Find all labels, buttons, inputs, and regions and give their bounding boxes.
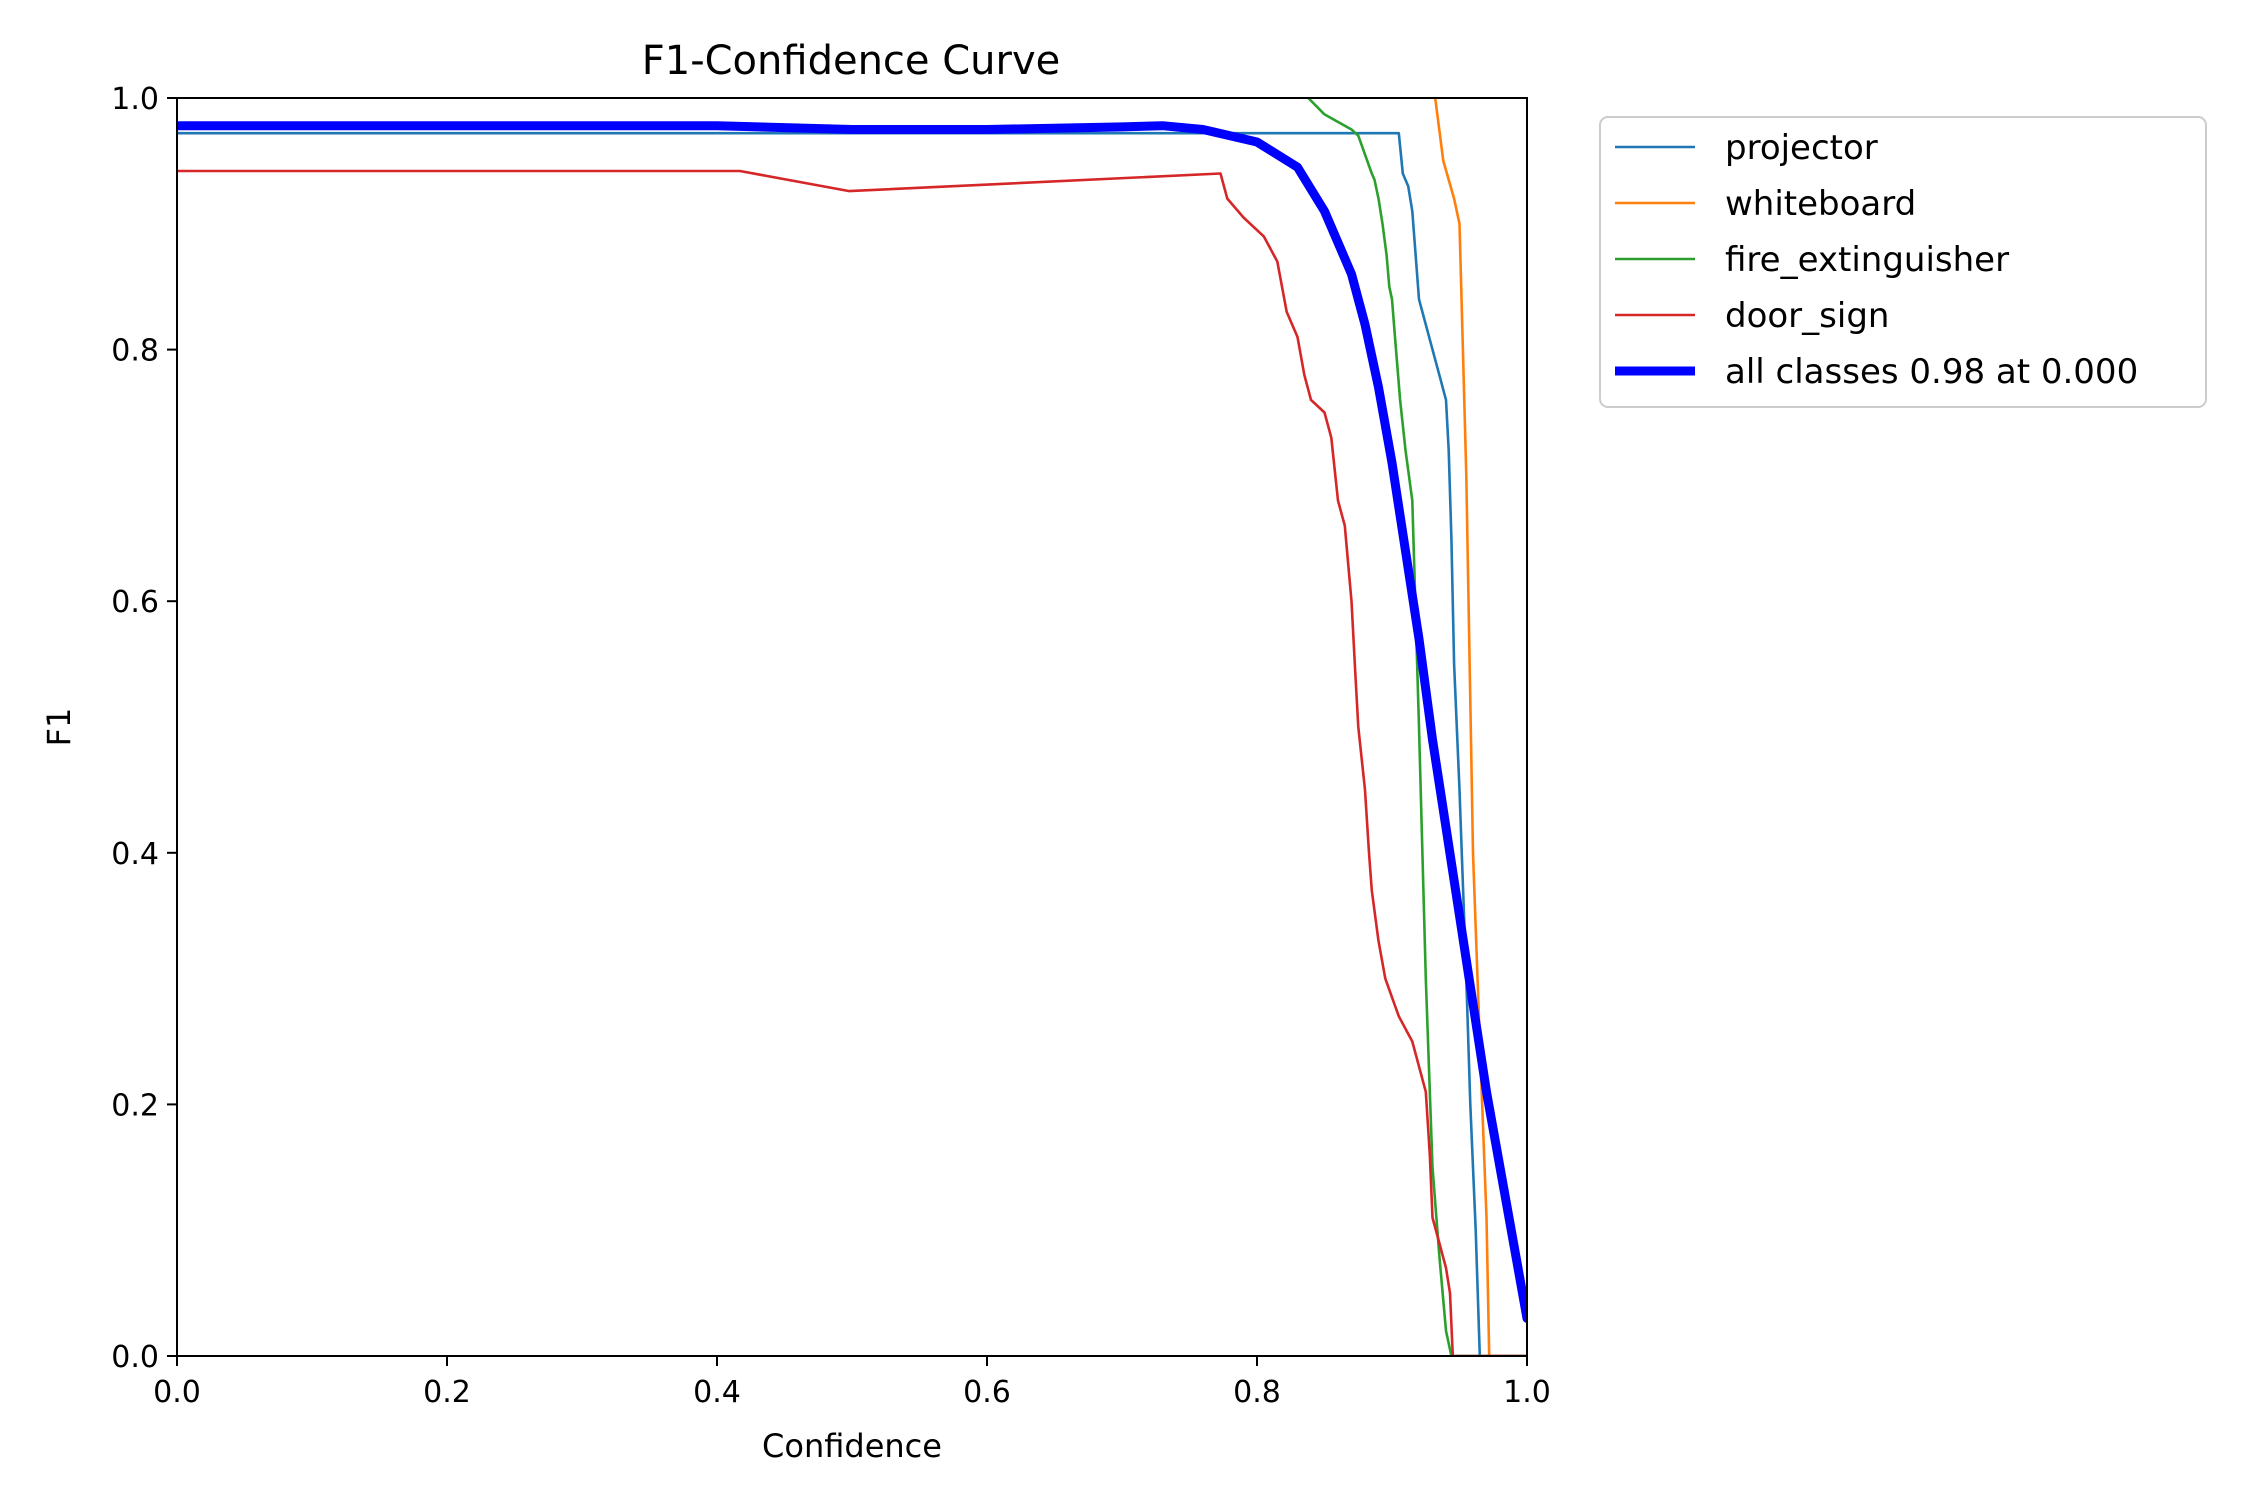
x-tick-label: 0.2: [423, 1375, 471, 1410]
x-tick-label: 0.4: [693, 1375, 741, 1410]
plot-frame: [176, 97, 1528, 1357]
legend-label: whiteboard: [1725, 184, 1916, 224]
series-line-all-classes-0-98-at-0-000: [177, 121, 1527, 1323]
y-tick-label: 0.4: [111, 837, 159, 872]
legend-label: projector: [1725, 128, 1878, 168]
y-tick-label: 0.6: [111, 585, 159, 620]
y-tick-label: 0.2: [111, 1088, 159, 1123]
series-line-door-sign: [177, 169, 1527, 1356]
x-axis-ticks: 0.0 0.2 0.4 0.6 0.8 1.0: [153, 1356, 1551, 1410]
legend-label: door_sign: [1725, 296, 1889, 336]
x-tick-label: 0.0: [153, 1375, 201, 1410]
legend-label: all classes 0.98 at 0.000: [1725, 352, 2138, 392]
y-tick-label: 0.0: [111, 1340, 159, 1375]
series-line-projector: [177, 131, 1527, 1356]
y-axis-ticks: 0.0 0.2 0.4 0.6 0.8 1.0: [111, 82, 177, 1375]
legend-label: fire_extinguisher: [1725, 240, 2009, 280]
legend: projector whiteboard fire_extinguisherdoor…: [1599, 116, 2207, 408]
x-tick-label: 1.0: [1503, 1375, 1551, 1410]
y-tick-label: 1.0: [111, 82, 159, 117]
legend-box: [1599, 116, 2207, 408]
x-tick-label: 0.6: [963, 1375, 1011, 1410]
series-line-fire-extinguisher: [1307, 98, 1527, 1356]
y-tick-label: 0.8: [111, 334, 159, 369]
chart-title: F1-Confidence Curve: [642, 38, 1061, 84]
x-tick-label: 0.8: [1233, 1375, 1281, 1410]
y-axis-title: F1: [40, 708, 78, 747]
series-line-whiteboard: [1433, 98, 1527, 1356]
x-axis-title: Confidence: [762, 1427, 942, 1465]
series-layer: [177, 98, 1527, 1356]
